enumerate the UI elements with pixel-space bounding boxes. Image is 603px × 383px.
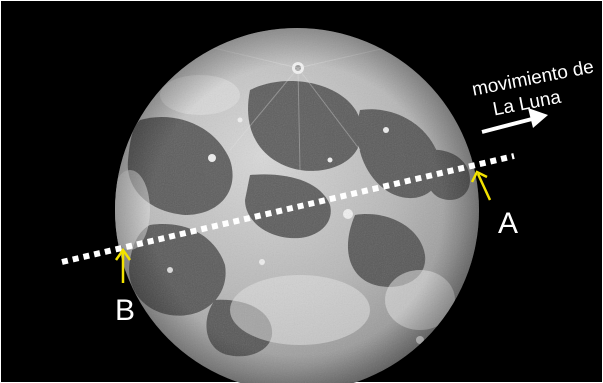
- full-moon: [115, 28, 479, 383]
- moon-motion-arrow-icon: [481, 108, 548, 134]
- point-a-arrow-icon: [470, 170, 492, 201]
- point-b-arrow-icon: [114, 247, 132, 283]
- point-a-label: A: [498, 207, 518, 240]
- point-b-label: B: [115, 294, 135, 327]
- moon-path-line: [61, 153, 515, 265]
